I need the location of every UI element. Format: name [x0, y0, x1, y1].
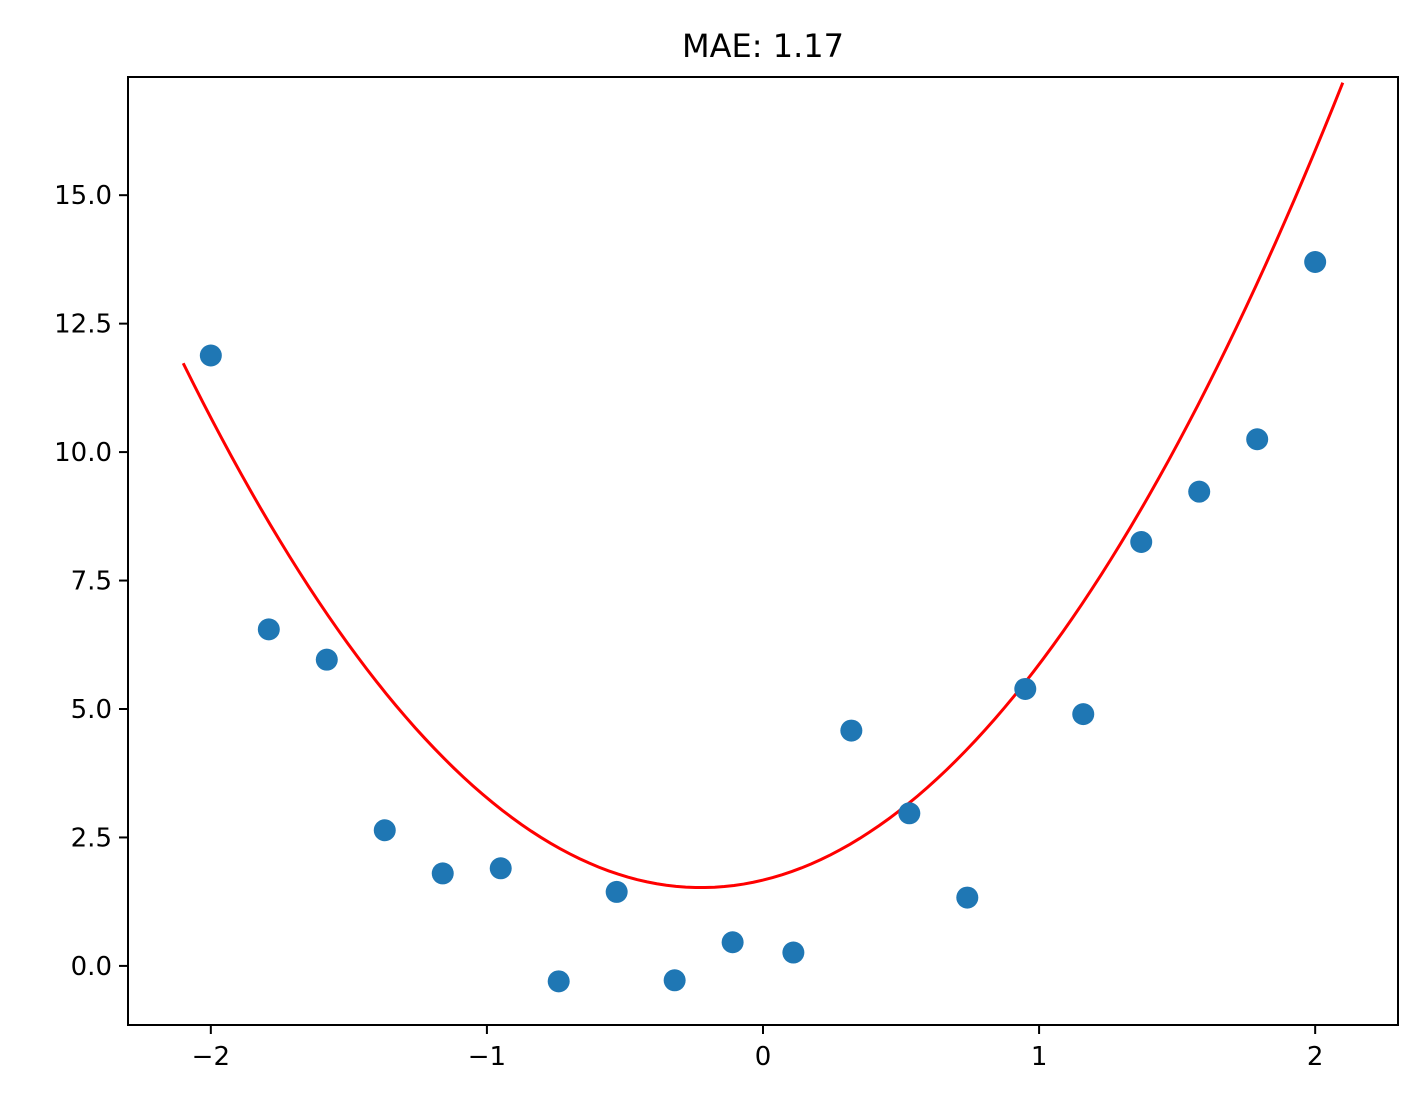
x-axis: −2 −1 0 1 2	[192, 1025, 1324, 1072]
scatter-point	[1072, 703, 1095, 726]
scatter-point	[1188, 480, 1211, 503]
scatter-point	[489, 857, 512, 880]
scatter-point	[721, 931, 744, 954]
scatter-point	[547, 970, 570, 993]
scatter-point	[199, 344, 222, 367]
scatter-point	[605, 880, 628, 903]
scatter-point	[1014, 677, 1037, 700]
scatter-point	[898, 802, 921, 825]
scatter-point	[840, 719, 863, 742]
x-tick-label: 2	[1307, 1042, 1324, 1072]
y-tick-label: 5.0	[71, 695, 112, 725]
y-tick-label: 12.5	[54, 310, 112, 340]
scatter-point	[956, 886, 979, 909]
x-tick-label: −1	[468, 1042, 506, 1072]
y-tick-label: 10.0	[54, 438, 112, 468]
y-tick-label: 0.0	[71, 952, 112, 982]
x-tick-label: 1	[1031, 1042, 1048, 1072]
y-tick-label: 15.0	[54, 181, 112, 211]
axes-frame	[127, 76, 1399, 1026]
scatter-point	[1304, 250, 1327, 273]
y-tick-label: 7.5	[71, 567, 112, 597]
scatter-point	[431, 862, 454, 885]
scatter-point	[782, 941, 805, 964]
y-tick-label: 2.5	[71, 823, 112, 853]
x-tick-label: −2	[192, 1042, 230, 1072]
axes-border	[127, 76, 1399, 1026]
scatter-point	[257, 618, 280, 641]
scatter-point	[373, 819, 396, 842]
scatter-point	[1246, 428, 1269, 451]
chart-title: MAE: 1.17	[682, 27, 844, 65]
y-axis: 0.0 2.5 5.0 7.5 10.0 12.5 15.0	[54, 181, 128, 982]
scatter-point	[1130, 531, 1153, 554]
scatter-point	[315, 648, 338, 671]
plot-area	[181, 82, 1345, 993]
scatter-point	[663, 969, 686, 992]
fit-curve-line	[181, 82, 1345, 890]
x-tick-label: 0	[755, 1042, 772, 1072]
